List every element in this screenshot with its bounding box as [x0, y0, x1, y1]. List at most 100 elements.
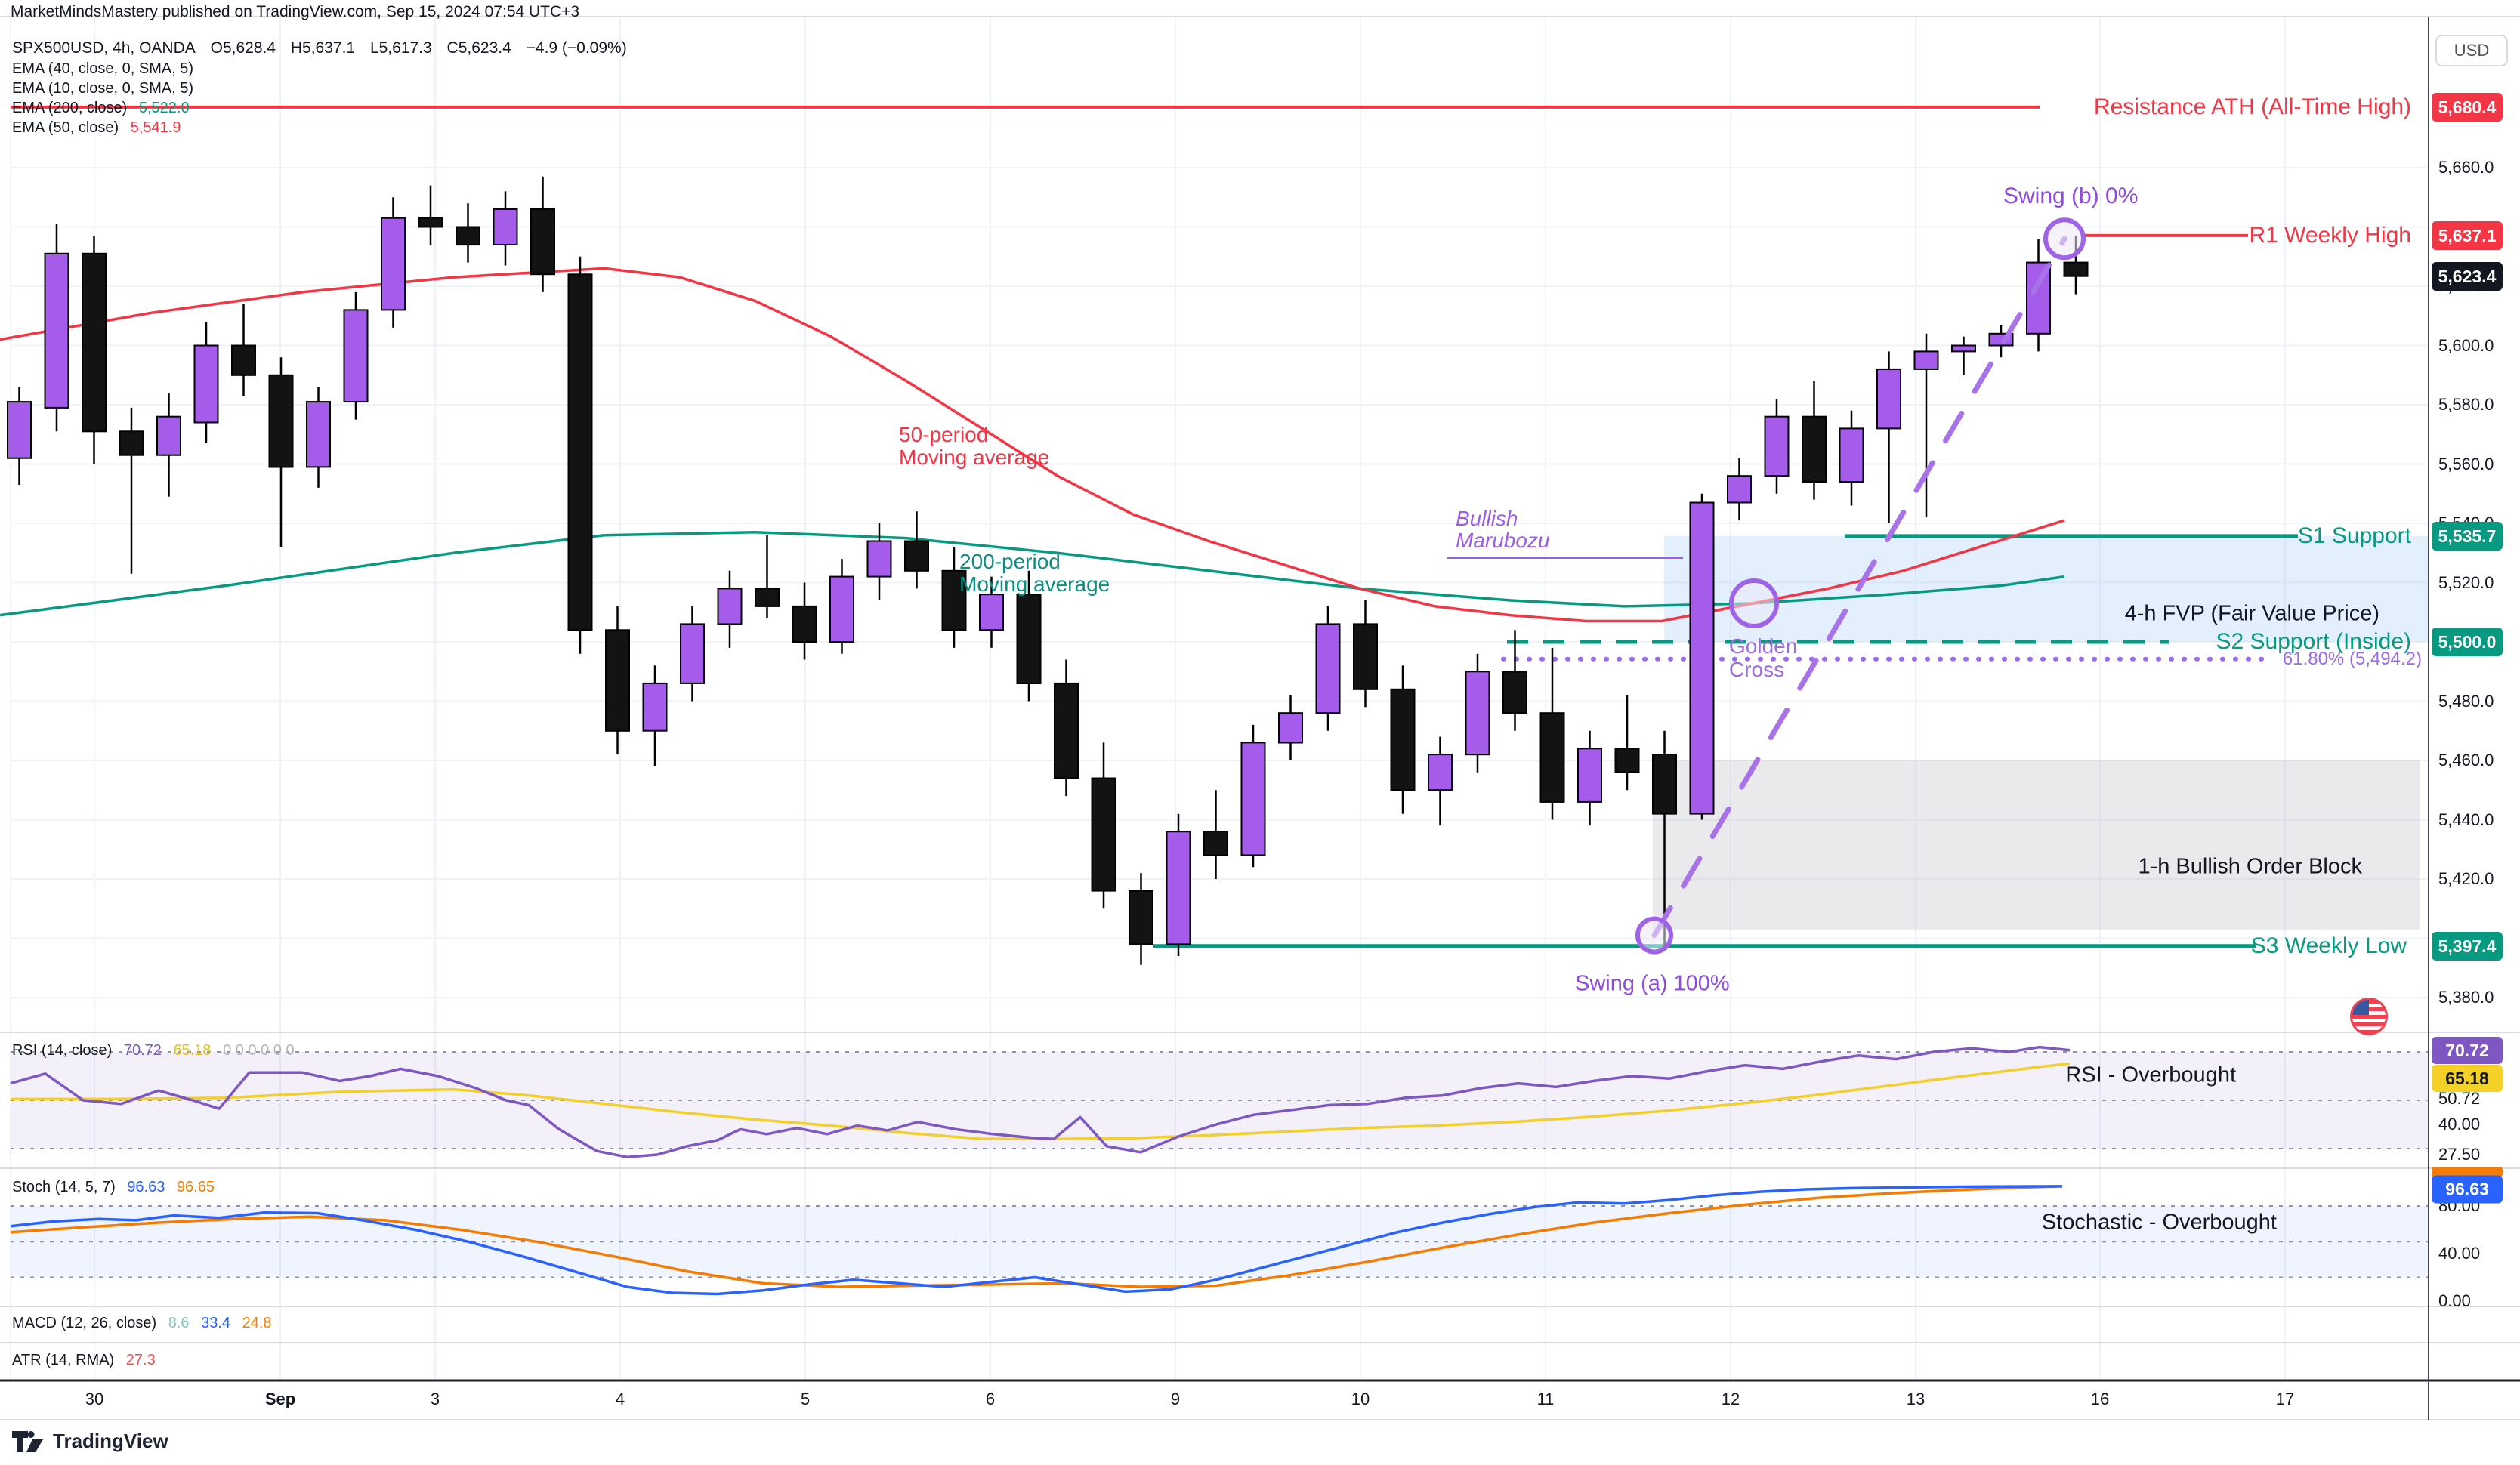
- symbol-legend-row[interactable]: SPX500USD, 4h, OANDA O5,628.4 H5,637.1 L…: [12, 39, 638, 57]
- legend-ema200-row[interactable]: EMA (200, close) 5,522.0: [12, 100, 190, 117]
- price-axis-tick[interactable]: 5,660.0: [2438, 158, 2494, 177]
- candle: [456, 226, 480, 246]
- price-axis-tick[interactable]: 5,580.0: [2438, 395, 2494, 414]
- candle: [979, 594, 1004, 631]
- candle: [1539, 712, 1565, 803]
- rsi-ma-value: 65.18: [173, 1042, 212, 1059]
- price-axis-tick[interactable]: 5,480.0: [2438, 691, 2494, 711]
- time-axis-tick[interactable]: 17: [2275, 1389, 2295, 1408]
- candle: [904, 540, 929, 572]
- ema50-name: EMA (50, close): [12, 119, 119, 136]
- time-axis-tick[interactable]: 11: [1536, 1389, 1555, 1408]
- stoch-legend-row[interactable]: Stoch (14, 5, 7) 96.63 96.65: [12, 1179, 215, 1196]
- candle: [231, 344, 256, 376]
- candle: [193, 344, 219, 424]
- candle: [1166, 831, 1191, 945]
- candle: [941, 569, 967, 631]
- macd-signal-value: 24.8: [242, 1315, 272, 1331]
- atr-name: ATR (14, RMA): [12, 1352, 115, 1368]
- candle: [1315, 623, 1341, 714]
- candle: [1203, 831, 1228, 856]
- candle: [1839, 427, 1864, 483]
- time-axis-tick[interactable]: 3: [430, 1389, 440, 1408]
- price-axis-tick[interactable]: 5,420.0: [2438, 869, 2494, 888]
- stoch-axis-tick[interactable]: 80.00: [2438, 1196, 2481, 1215]
- price-axis-tick[interactable]: 5,600.0: [2438, 335, 2494, 355]
- price-axis-tick[interactable]: 5,460.0: [2438, 751, 2494, 770]
- rsi-axis-tick[interactable]: 50.72: [2438, 1088, 2481, 1108]
- price-axis-tick[interactable]: 5,520.0: [2438, 572, 2494, 592]
- rsi-hidden-values: 0 0 0 0 0 0: [223, 1042, 295, 1059]
- currency-button[interactable]: USD: [2435, 35, 2508, 66]
- candle: [156, 415, 181, 456]
- time-axis-tick[interactable]: 5: [800, 1389, 811, 1408]
- price-axis-tick[interactable]: 5,620.0: [2438, 276, 2494, 295]
- candle: [1913, 350, 1939, 370]
- price-axis-tick[interactable]: 5,400.0: [2438, 928, 2494, 948]
- candle: [1652, 754, 1677, 815]
- tradingview-logo-text: TradingView: [53, 1430, 168, 1452]
- stoch-axis-tick[interactable]: 0.00: [2438, 1291, 2471, 1310]
- stoch-d-value: 96.65: [176, 1179, 215, 1195]
- time-axis-tick[interactable]: Sep: [264, 1389, 296, 1408]
- ohlc-close: C5,623.4: [446, 39, 511, 57]
- rsi-axis-tick[interactable]: 40.00: [2438, 1115, 2481, 1133]
- tradingview-logo-icon: [12, 1430, 43, 1452]
- candle: [2063, 261, 2089, 277]
- candle: [1727, 475, 1752, 504]
- time-axis-tick[interactable]: 16: [2090, 1389, 2110, 1408]
- price-axis-tick[interactable]: 5,540.0: [2438, 514, 2494, 532]
- legend-ema10-row[interactable]: EMA (10, close, 0, SMA, 5): [12, 80, 193, 97]
- golden-cross-circle: [1729, 578, 1779, 628]
- macd-legend-row[interactable]: MACD (12, 26, close) 8.6 33.4 24.8: [12, 1315, 272, 1332]
- tradingview-logo[interactable]: TradingView: [12, 1430, 168, 1453]
- atr-legend-row[interactable]: ATR (14, RMA) 27.3: [12, 1352, 156, 1369]
- time-axis-tick[interactable]: 30: [85, 1389, 104, 1408]
- symbol-title: SPX500USD, 4h, OANDA: [12, 39, 196, 57]
- rsi-axis-tick[interactable]: 27.50: [2438, 1145, 2481, 1164]
- stoch-axis-tick[interactable]: 40.00: [2438, 1244, 2481, 1263]
- candle: [866, 540, 892, 578]
- candle: [306, 401, 331, 468]
- candle: [530, 208, 555, 276]
- time-axis-tick[interactable]: 6: [985, 1389, 996, 1408]
- macd-value: 33.4: [201, 1315, 231, 1331]
- time-axis-tick[interactable]: 12: [1721, 1389, 1740, 1408]
- candle: [1016, 594, 1042, 685]
- price-axis-tick[interactable]: 5,380.0: [2438, 988, 2494, 1007]
- price-axis-tick[interactable]: 5,440.0: [2438, 810, 2494, 829]
- time-axis-tick[interactable]: 13: [1906, 1389, 1926, 1408]
- candle: [1764, 415, 1790, 477]
- ohlc-open: O5,628.4: [210, 39, 276, 57]
- candle: [82, 252, 107, 433]
- candle: [1353, 623, 1378, 690]
- price-axis-tick[interactable]: 5,640.0: [2438, 217, 2494, 236]
- time-axis-tick[interactable]: 9: [1170, 1389, 1181, 1408]
- macd-hist-value: 8.6: [168, 1315, 190, 1331]
- candle: [1689, 501, 1715, 815]
- time-axis-tick[interactable]: 10: [1351, 1389, 1370, 1408]
- macd-name: MACD (12, 26, close): [12, 1315, 157, 1331]
- candle: [1278, 712, 1303, 744]
- candle: [680, 623, 705, 684]
- candle: [1240, 742, 1266, 856]
- legend-ema40-row[interactable]: EMA (40, close, 0, SMA, 5): [12, 60, 193, 78]
- candle: [268, 374, 294, 468]
- ohlc-high: H5,637.1: [290, 39, 356, 57]
- candle: [418, 217, 443, 228]
- ema40-name: EMA (40, close, 0, SMA, 5): [12, 60, 194, 77]
- rsi-value: 70.72: [123, 1042, 162, 1059]
- rsi-legend-row[interactable]: RSI (14, close) 70.72 65.18 0 0 0 0 0 0: [12, 1042, 295, 1059]
- stoch-name: Stoch (14, 5, 7): [12, 1179, 116, 1195]
- time-axis-tick[interactable]: 4: [615, 1389, 625, 1408]
- legend-ema50-row[interactable]: EMA (50, close) 5,541.9: [12, 119, 181, 137]
- price-axis-tick[interactable]: 5,560.0: [2438, 454, 2494, 473]
- candle: [1577, 748, 1602, 803]
- candle: [1502, 671, 1527, 714]
- candle: [1951, 344, 1976, 353]
- rsi-name: RSI (14, close): [12, 1042, 113, 1059]
- candle: [1802, 415, 1827, 483]
